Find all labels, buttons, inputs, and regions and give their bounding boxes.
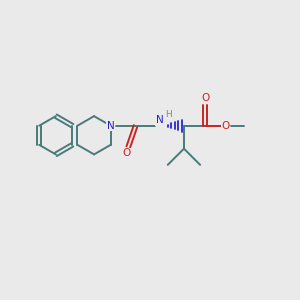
Text: O: O — [122, 148, 130, 158]
Text: N: N — [156, 116, 164, 125]
Text: N: N — [107, 121, 115, 131]
Text: O: O — [201, 93, 209, 103]
Text: H: H — [165, 110, 171, 119]
Text: O: O — [222, 121, 230, 131]
